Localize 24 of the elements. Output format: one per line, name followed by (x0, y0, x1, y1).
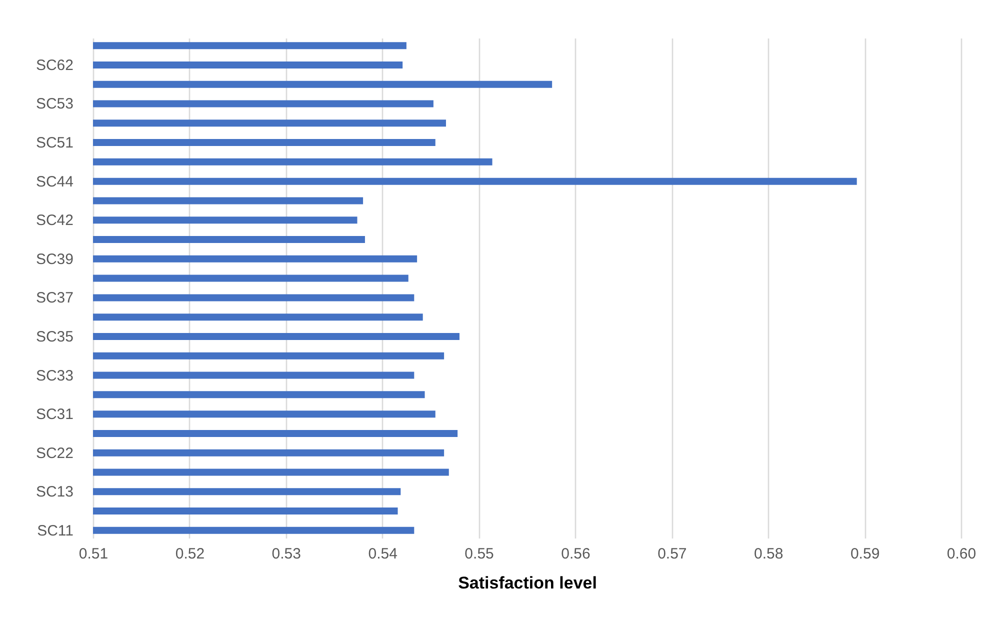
y-tick-label: SC11 (37, 522, 74, 540)
y-tick-label: SC33 (36, 367, 74, 384)
x-tick-label: 0.58 (754, 546, 784, 562)
y-tick-label: SC31 (36, 406, 74, 424)
x-tick-label: 0.54 (368, 546, 398, 562)
x-tick-label: 0.57 (658, 546, 687, 562)
x-tick-label: 0.59 (850, 546, 880, 562)
y-tick-label: SC44 (36, 173, 74, 190)
x-tick-label: 0.51 (78, 546, 108, 562)
x-tick-label: 0.55 (464, 546, 494, 562)
y-tick-label: SC13 (36, 484, 74, 501)
y-tick-label: SC35 (36, 328, 74, 346)
y-tick-label: SC62 (36, 56, 74, 74)
y-tick-label: SC37 (36, 290, 74, 307)
y-tick-label: SC51 (36, 134, 74, 152)
x-tick-label: 0.60 (946, 546, 976, 562)
x-tick-label: 0.53 (272, 546, 301, 562)
y-tick-label: SC22 (36, 444, 74, 462)
y-tick-label: SC53 (36, 96, 74, 113)
y-tick-label: SC42 (36, 212, 74, 230)
x-tick-label: 0.52 (175, 546, 205, 562)
y-tick-label: SC39 (36, 250, 74, 268)
x-axis-title: Satisfaction level (458, 574, 597, 592)
x-tick-label: 0.56 (561, 546, 590, 562)
